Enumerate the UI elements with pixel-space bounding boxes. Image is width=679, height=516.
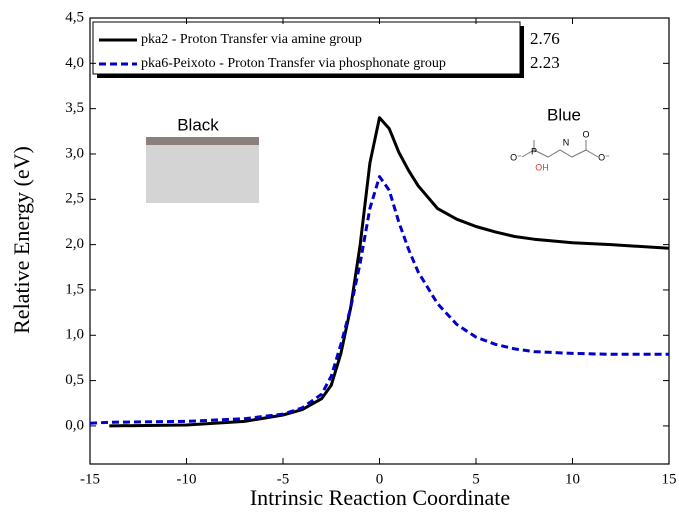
x-axis-label: Intrinsic Reaction Coordinate (250, 485, 510, 510)
x-tick-label: 10 (565, 471, 580, 487)
x-tick-label: -5 (277, 471, 290, 487)
atom-label: O⁻ (598, 152, 610, 162)
inset-image-top (146, 137, 259, 145)
molecule: O⁻ P OH N O O⁻ (510, 129, 610, 172)
y-tick-label: 3,5 (65, 100, 84, 116)
atom-label: N (563, 137, 570, 147)
atom-label: OH (535, 162, 549, 172)
x-tick-label: 5 (472, 471, 480, 487)
y-tick-label: 2,5 (65, 191, 84, 207)
x-tick-label: -10 (177, 471, 197, 487)
y-tick-label: 4,5 (65, 9, 84, 25)
y-tick-label: 1,0 (65, 327, 84, 343)
x-tick-label: -15 (80, 471, 100, 487)
x-tick-label: 0 (376, 471, 384, 487)
annotation: Blue (547, 105, 581, 124)
legend-label: pka6-Peixoto - Proton Transfer via phosp… (141, 56, 446, 71)
y-tick-label: 0,5 (65, 372, 84, 388)
y-tick-label: 2,0 (65, 236, 84, 252)
series-line (89, 175, 669, 425)
legend-label: pka2 - Proton Transfer via amine group (141, 32, 362, 47)
atom-label: P (531, 146, 537, 156)
legend-value: 2.76 (530, 29, 560, 48)
plot-frame (89, 17, 670, 465)
legend-value: 2.23 (530, 53, 560, 72)
annotation: Black (177, 115, 219, 134)
atom-label: O⁻ (510, 152, 522, 162)
inset-image (146, 137, 259, 203)
x-tick-label: 15 (662, 471, 677, 487)
y-tick-label: 1,5 (65, 281, 84, 297)
y-tick-label: 4,0 (65, 55, 84, 71)
legend (92, 21, 521, 75)
y-tick-label: 0,0 (65, 417, 84, 433)
series-line (109, 116, 670, 428)
y-tick-label: 3,0 (65, 145, 84, 161)
y-axis-label: Relative Energy (eV) (9, 146, 34, 334)
atom-label: O (582, 129, 589, 139)
